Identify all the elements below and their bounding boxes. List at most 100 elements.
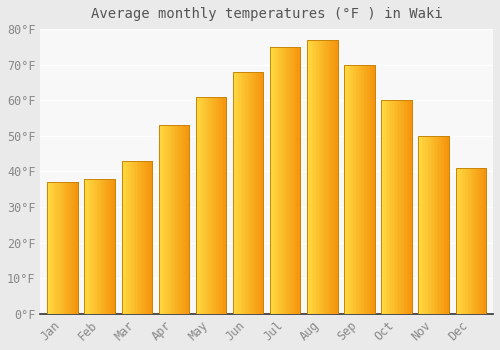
Bar <box>299 47 300 314</box>
Bar <box>184 125 186 314</box>
Bar <box>67 182 68 314</box>
Bar <box>112 178 114 314</box>
Bar <box>162 125 164 314</box>
Bar <box>110 178 112 314</box>
Bar <box>256 72 258 314</box>
Bar <box>298 47 299 314</box>
Bar <box>199 97 200 314</box>
Bar <box>394 100 395 314</box>
Bar <box>287 47 288 314</box>
Bar <box>373 65 374 314</box>
Bar <box>239 72 240 314</box>
Bar <box>206 97 208 314</box>
Bar <box>66 182 67 314</box>
Bar <box>307 40 308 314</box>
Bar <box>164 125 165 314</box>
Bar <box>407 100 408 314</box>
Bar <box>440 136 442 314</box>
Bar <box>458 168 460 314</box>
Bar <box>484 168 486 314</box>
Bar <box>104 178 106 314</box>
Bar <box>470 168 471 314</box>
Bar <box>326 40 327 314</box>
Bar <box>476 168 477 314</box>
Bar <box>258 72 259 314</box>
Bar <box>183 125 184 314</box>
Bar <box>205 97 206 314</box>
Bar <box>223 97 224 314</box>
Bar <box>94 178 95 314</box>
Bar <box>252 72 254 314</box>
Bar <box>480 168 482 314</box>
Bar <box>368 65 370 314</box>
Bar <box>288 47 290 314</box>
Bar <box>442 136 443 314</box>
Bar <box>160 125 162 314</box>
Bar <box>148 161 149 314</box>
Bar <box>358 65 360 314</box>
Bar <box>292 47 293 314</box>
Bar <box>310 40 312 314</box>
Bar <box>208 97 210 314</box>
Bar <box>282 47 284 314</box>
Bar <box>158 125 189 314</box>
Bar <box>386 100 388 314</box>
Bar <box>76 182 78 314</box>
Bar <box>48 182 49 314</box>
Bar <box>259 72 260 314</box>
Bar <box>457 168 458 314</box>
Bar <box>210 97 211 314</box>
Bar <box>333 40 334 314</box>
Bar <box>95 178 96 314</box>
Bar <box>54 182 55 314</box>
Bar <box>114 178 115 314</box>
Bar <box>137 161 138 314</box>
Bar <box>274 47 276 314</box>
Bar <box>422 136 423 314</box>
Bar <box>214 97 216 314</box>
Bar <box>355 65 356 314</box>
Bar <box>456 168 486 314</box>
Bar <box>92 178 94 314</box>
Bar <box>138 161 140 314</box>
Bar <box>134 161 136 314</box>
Bar <box>74 182 76 314</box>
Bar <box>420 136 422 314</box>
Bar <box>434 136 435 314</box>
Bar <box>354 65 355 314</box>
Bar <box>238 72 239 314</box>
Bar <box>382 100 412 314</box>
Bar <box>468 168 469 314</box>
Bar <box>100 178 101 314</box>
Bar <box>352 65 354 314</box>
Bar <box>349 65 350 314</box>
Bar <box>474 168 476 314</box>
Bar <box>88 178 89 314</box>
Bar <box>296 47 298 314</box>
Bar <box>233 72 264 314</box>
Bar <box>64 182 66 314</box>
Bar <box>290 47 292 314</box>
Bar <box>90 178 92 314</box>
Bar <box>186 125 188 314</box>
Bar <box>400 100 401 314</box>
Title: Average monthly temperatures (°F ) in Waki: Average monthly temperatures (°F ) in Wa… <box>91 7 443 21</box>
Bar <box>456 168 457 314</box>
Bar <box>130 161 132 314</box>
Bar <box>346 65 348 314</box>
Bar <box>389 100 390 314</box>
Bar <box>244 72 245 314</box>
Bar <box>217 97 218 314</box>
Bar <box>471 168 472 314</box>
Bar <box>463 168 464 314</box>
Bar <box>86 178 88 314</box>
Bar <box>426 136 428 314</box>
Bar <box>382 100 412 314</box>
Bar <box>436 136 438 314</box>
Bar <box>240 72 242 314</box>
Bar <box>344 65 374 314</box>
Bar <box>446 136 448 314</box>
Bar <box>456 168 486 314</box>
Bar <box>166 125 168 314</box>
Bar <box>122 161 152 314</box>
